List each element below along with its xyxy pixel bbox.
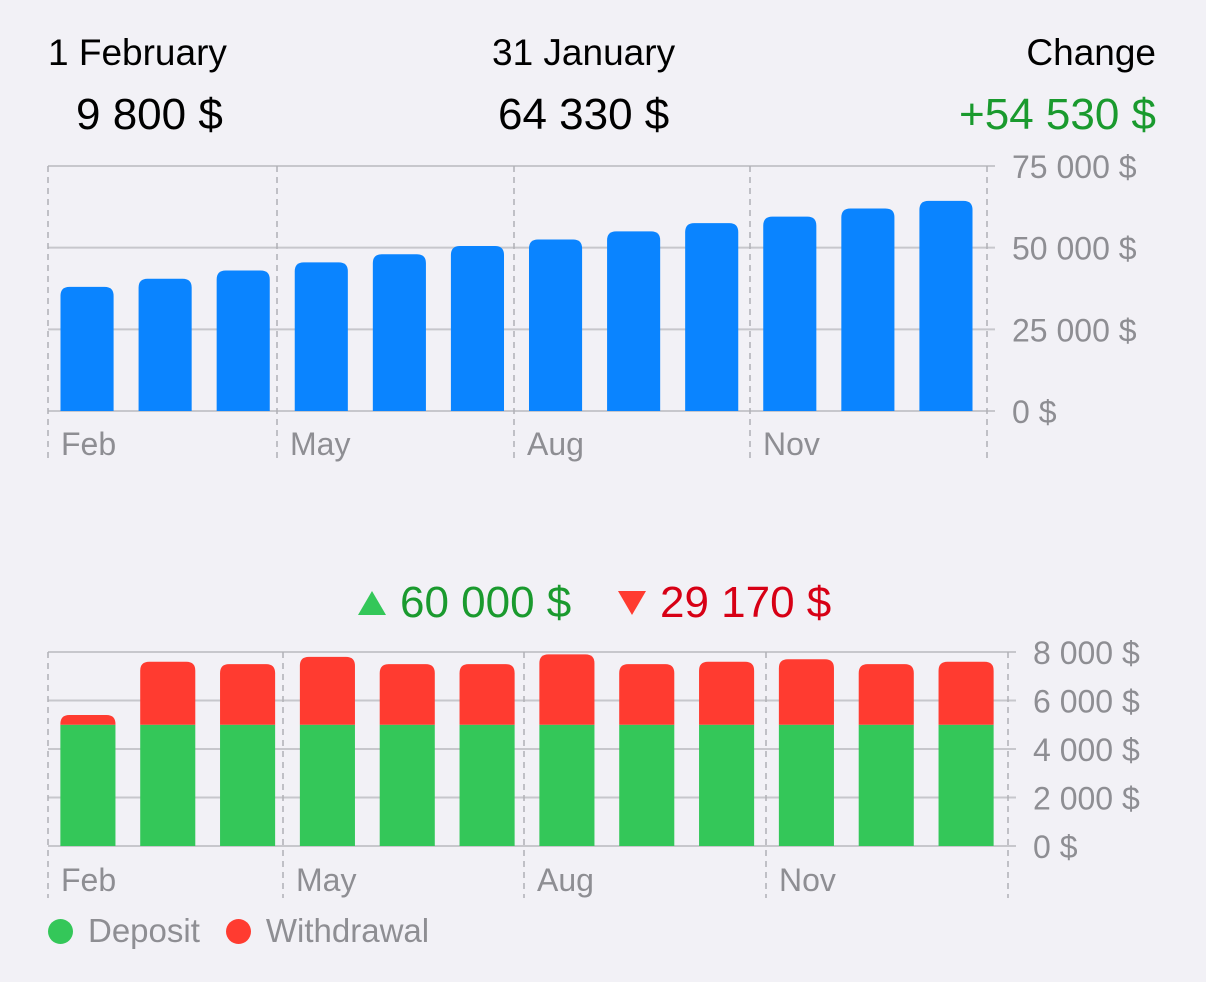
bar-deposit-may <box>299 724 355 846</box>
legend-item-withdrawal: Withdrawal <box>225 912 430 950</box>
x-tick-label: Nov <box>763 426 820 462</box>
y-tick-label: 6 000 $ <box>1033 684 1140 720</box>
bar-jan <box>919 200 973 411</box>
bar-withdrawal-dec <box>858 664 914 725</box>
y-tick-label: 8 000 $ <box>1033 635 1140 671</box>
y-tick-label: 0 $ <box>1033 829 1078 865</box>
deposit-summary: 60 000 $ <box>358 578 571 628</box>
y-tick-label: 75 000 $ <box>1012 149 1137 185</box>
legend-item-deposit: Deposit <box>48 912 200 950</box>
x-tick-label: Feb <box>61 426 116 462</box>
withdrawal-summary: 29 170 $ <box>618 578 831 628</box>
withdrawal-dot-icon <box>225 918 251 944</box>
start-balance: 9 800 $ <box>76 90 223 139</box>
bar-deposit-dec <box>858 724 914 846</box>
legend-deposit-label: Deposit <box>88 912 200 949</box>
bar-nov <box>763 216 817 411</box>
bar-withdrawal-may <box>299 656 355 725</box>
x-tick-label: Aug <box>527 426 584 462</box>
bar-jul <box>450 246 505 411</box>
bar-withdrawal-apr <box>220 664 276 725</box>
bar-withdrawal-jun <box>379 664 435 725</box>
bar-withdrawal-oct <box>699 661 755 725</box>
legend-withdrawal-label: Withdrawal <box>265 912 430 949</box>
withdrawal-total: 29 170 $ <box>660 578 832 627</box>
x-tick-label: Nov <box>779 862 836 898</box>
bar-withdrawal-aug <box>539 654 595 725</box>
x-tick-label: Feb <box>61 862 116 898</box>
bar-deposit-jul <box>459 724 515 846</box>
bar-deposit-aug <box>539 724 595 846</box>
bar-feb <box>60 286 114 411</box>
triangle-up-icon <box>358 591 386 615</box>
x-tick-label: May <box>290 426 350 462</box>
deposit-dot-icon <box>48 918 73 944</box>
y-tick-label: 0 $ <box>1012 394 1057 430</box>
x-tick-label: Aug <box>537 862 594 898</box>
end-balance: 64 330 $ <box>498 90 670 139</box>
bar-deposit-mar <box>140 724 196 846</box>
bar-withdrawal-jul <box>459 664 515 725</box>
change-value: +54 530 $ <box>959 90 1156 139</box>
bar-deposit-jan <box>938 724 994 846</box>
bar-deposit-nov <box>778 724 834 846</box>
deposit-total: 60 000 $ <box>400 578 572 627</box>
bar-deposit-oct <box>699 724 755 846</box>
bar-withdrawal-nov <box>778 659 834 725</box>
y-tick-label: 4 000 $ <box>1033 732 1140 768</box>
bar-jun <box>372 254 426 411</box>
triangle-down-icon <box>618 591 646 615</box>
bar-deposit-jun <box>379 724 435 846</box>
y-tick-label: 2 000 $ <box>1033 781 1140 817</box>
bar-deposit-feb <box>60 724 116 846</box>
chart-legend: Deposit Withdrawal <box>48 912 455 950</box>
balance-bar-chart: 0 $ 25 000 $ 50 000 $ 75 000 $ Feb May Aug Nov <box>47 149 1137 462</box>
bar-sep <box>607 231 661 411</box>
bar-apr <box>216 270 270 411</box>
bar-oct <box>685 223 739 411</box>
bar-dec <box>841 208 895 411</box>
bar-deposit-sep <box>619 724 675 846</box>
bar-withdrawal-sep <box>619 664 675 725</box>
y-tick-label: 25 000 $ <box>1012 312 1137 348</box>
end-date-label: 31 January <box>492 32 676 73</box>
x-tick-label: May <box>296 862 356 898</box>
bar-deposit-apr <box>220 724 276 846</box>
start-date-label: 1 February <box>48 32 227 73</box>
bar-aug <box>528 239 583 411</box>
bar-may <box>294 262 348 411</box>
y-tick-label: 50 000 $ <box>1012 231 1137 267</box>
change-label: Change <box>1026 32 1156 73</box>
bar-withdrawal-jan <box>938 661 994 725</box>
bar-mar <box>138 278 192 411</box>
bar-withdrawal-feb <box>60 715 116 725</box>
bar-withdrawal-mar <box>140 661 196 725</box>
